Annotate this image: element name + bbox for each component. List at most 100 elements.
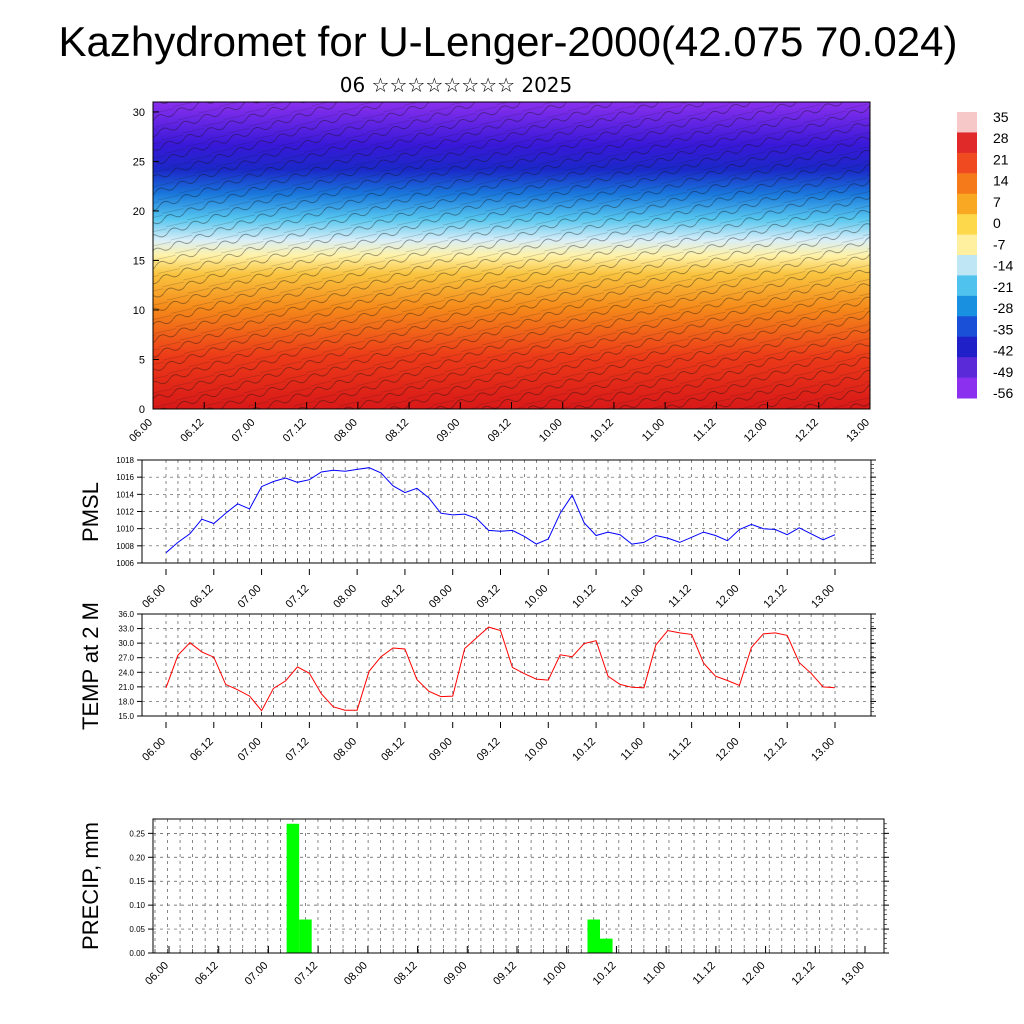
series-line (165, 467, 836, 554)
x-tick-label: 09.00 (441, 960, 469, 988)
colorbar-swatch (957, 193, 977, 215)
colorbar-label: -56 (993, 385, 1013, 401)
colorbar-swatch (957, 316, 977, 338)
y-tick-label: 1014 (116, 490, 134, 499)
precipitation-bar (299, 919, 312, 953)
x-tick-label: 07.12 (284, 736, 312, 764)
y-tick-label: 5 (139, 354, 145, 366)
pmsl-x-axis: 06.00 06.12 07.00 07.12 08.00 08.12 09.00 09.12… (140, 569, 837, 611)
temperature-frame (141, 613, 872, 717)
temperature-height-panel: 0 5 10 15 20 25 30 06.00 06.12 07.00 07.12 08.00 08… (127, 101, 872, 445)
colorbar-swatch (957, 152, 977, 174)
x-tick-label: 12.00 (740, 960, 768, 988)
x-tick-label: 10.00 (537, 417, 565, 445)
colorbar-label: -49 (993, 364, 1013, 380)
figure-subtitle: 06 ☆☆☆☆☆☆☆☆ 2025 (340, 73, 573, 97)
y-tick-label: 0.15 (129, 877, 145, 886)
x-tick-label: 09.12 (475, 583, 503, 611)
y-tick-label: 1016 (116, 473, 134, 482)
x-tick-label: 09.00 (427, 736, 455, 764)
x-tick-label: 11.00 (640, 417, 667, 444)
y-tick-label: 1010 (116, 525, 134, 534)
x-tick-label: 11.00 (619, 583, 646, 610)
precipitation-x-axis: 06.00 06.12 07.00 07.12 08.00 08.12 09.00 09.12… (143, 946, 867, 988)
y-tick-label: 1018 (116, 456, 134, 465)
pmsl-series (165, 467, 836, 554)
x-tick-label: 13.00 (839, 960, 867, 988)
x-tick-label: 11.00 (619, 736, 646, 763)
x-tick-label: 10.12 (570, 583, 598, 611)
colorbar-label: 21 (993, 151, 1009, 167)
x-tick-label: 07.00 (243, 960, 271, 988)
precipitation-grid (153, 819, 884, 954)
precipitation-bar (587, 919, 601, 953)
x-tick-label: 06.00 (143, 960, 171, 988)
x-tick-label: 08.12 (392, 960, 420, 988)
x-tick-label: 06.12 (188, 736, 216, 764)
y-tick-label: 0.25 (129, 829, 145, 838)
x-tick-label: 06.00 (140, 736, 168, 764)
temperature-axis-label: TEMP at 2 M (78, 602, 103, 730)
colorbar-swatch (957, 275, 977, 297)
colorbar-swatch (957, 132, 977, 154)
y-tick-label: 1012 (116, 508, 134, 517)
colorbar-label: -14 (993, 258, 1013, 274)
x-tick-label: 08.12 (383, 417, 411, 445)
x-tick-label: 13.00 (809, 736, 837, 764)
x-tick-label: 12.12 (789, 960, 817, 988)
y-tick-label: 0.20 (129, 853, 145, 862)
x-tick-label: 10.00 (541, 960, 569, 988)
colorbar-swatch (957, 112, 977, 133)
x-tick-label: 12.00 (742, 417, 770, 445)
x-tick-label: 12.12 (761, 583, 789, 611)
colorbar-swatch (957, 255, 977, 276)
x-tick-label: 08.00 (331, 736, 359, 764)
field-y-axis: 0 5 10 15 20 25 30 (133, 107, 159, 416)
colorbar-swatch (957, 234, 977, 256)
x-tick-label: 06.12 (178, 417, 206, 445)
pmsl-y-axis: 1006 1008 1010 1012 1014 1016 1018 (116, 456, 876, 568)
colorbar-label: 7 (993, 194, 1001, 210)
colorbar-label: 0 (993, 215, 1001, 231)
x-tick-label: 11.12 (666, 736, 693, 763)
y-tick-label: 0.10 (129, 901, 145, 910)
x-tick-label: 06.12 (193, 960, 221, 988)
x-tick-label: 09.00 (434, 417, 462, 445)
precipitation-frame (152, 818, 885, 954)
pmsl-axis-label: PMSL (78, 482, 103, 542)
precipitation-bar (286, 823, 300, 953)
colorbar-swatch (957, 173, 977, 195)
y-tick-label: 30 (133, 107, 145, 119)
y-tick-label: 33.0 (118, 625, 134, 634)
x-tick-label: 08.00 (331, 583, 359, 611)
x-tick-label: 09.00 (427, 583, 455, 611)
x-tick-label: 08.12 (379, 736, 407, 764)
precipitation-panel: PRECIP, mm 0.00 0.05 0.10 0.15 0.20 0.25 06.0… (78, 818, 889, 988)
colorbar-label: -21 (993, 279, 1013, 295)
figure-title: Kazhydromet for U-Lenger-2000(42.075 70.… (59, 18, 958, 65)
x-tick-label: 09.12 (486, 417, 514, 445)
x-tick-label: 13.00 (844, 417, 872, 445)
x-tick-label: 06.00 (140, 583, 168, 611)
x-tick-label: 07.12 (284, 583, 312, 611)
x-tick-label: 12.12 (761, 736, 789, 764)
x-tick-label: 10.12 (570, 736, 598, 764)
temperature-panel: TEMP at 2 M 15.0 18.0 21.0 24.0 27.0 30.0 33.0… (78, 602, 876, 764)
x-tick-label: 11.12 (691, 960, 718, 987)
y-tick-label: 18.0 (118, 697, 134, 706)
x-tick-label: 09.12 (491, 960, 519, 988)
colorbar-swatch (957, 336, 977, 358)
wind-streamlines (153, 102, 870, 409)
y-tick-label: 36.0 (118, 610, 134, 619)
x-tick-label: 10.00 (522, 583, 550, 611)
x-tick-label: 06.00 (127, 417, 155, 445)
y-tick-label: 15.0 (118, 712, 134, 721)
x-tick-label: 12.00 (714, 583, 742, 611)
x-tick-label: 11.12 (691, 417, 718, 444)
y-tick-label: 0.05 (129, 925, 145, 934)
series-line (165, 626, 836, 712)
y-tick-label: 20 (133, 206, 145, 218)
x-tick-label: 07.00 (236, 583, 264, 611)
colorbar-swatch (957, 357, 977, 379)
